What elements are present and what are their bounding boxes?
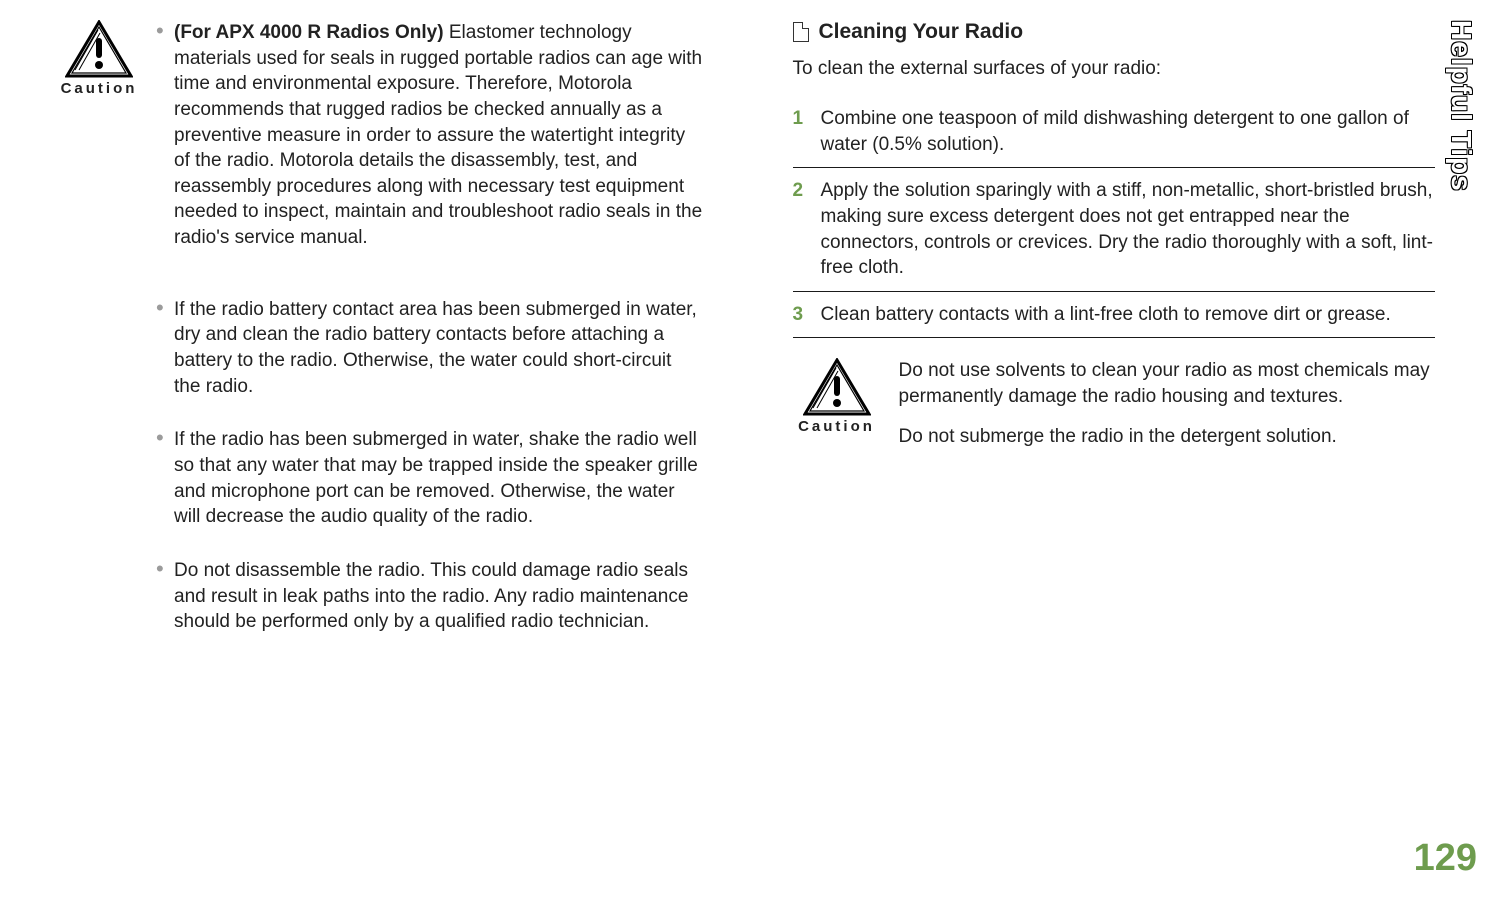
step-number: 2 [793, 178, 807, 281]
section-intro: To clean the external surfaces of your r… [793, 58, 1436, 80]
step-number: 1 [793, 106, 807, 157]
cleaning-steps: 1 Combine one teaspoon of mild dishwashi… [793, 96, 1436, 338]
step-text: Clean battery contacts with a lint-free … [821, 302, 1436, 328]
caution-paragraph: Do not submerge the radio in the deterge… [899, 424, 1436, 450]
bullet-item: Do not disassemble the radio. This could… [156, 558, 703, 635]
side-tab-label: Helpful Tips [1445, 20, 1477, 192]
bullet-text: If the radio has been submerged in water… [174, 429, 698, 527]
caution-label: Caution [798, 418, 875, 435]
right-caution-block: Caution Do not use solvents to clean you… [793, 358, 1436, 463]
bullet-item: (For APX 4000 R Radios Only) Elastomer t… [156, 20, 703, 251]
caution-icon-wrap: Caution [60, 20, 138, 97]
bullet-item: If the radio has been submerged in water… [156, 427, 703, 530]
bullet-text: Elastomer technology materials used for … [174, 22, 702, 248]
caution-paragraph: Do not use solvents to clean your radio … [899, 358, 1436, 409]
left-bullets-wrap: If the radio battery contact area has be… [156, 297, 703, 635]
bullet-list-top: (For APX 4000 R Radios Only) Elastomer t… [156, 20, 703, 251]
step-text: Apply the solution sparingly with a stif… [821, 178, 1436, 281]
step-number: 3 [793, 302, 807, 328]
section-heading: Cleaning Your Radio [793, 20, 1436, 44]
step-item: 3 Clean battery contacts with a lint-fre… [793, 292, 1436, 339]
bullet-lead: (For APX 4000 R Radios Only) [174, 22, 449, 43]
caution-triangle-icon [803, 358, 871, 416]
step-text: Combine one teaspoon of mild dishwashing… [821, 106, 1436, 157]
caution-label: Caution [61, 80, 138, 97]
two-column-layout: Caution (For APX 4000 R Radios Only) Ela… [0, 0, 1495, 663]
step-item: 2 Apply the solution sparingly with a st… [793, 168, 1436, 292]
bullet-text: If the radio battery contact area has be… [174, 299, 697, 397]
first-bullet-wrap: (For APX 4000 R Radios Only) Elastomer t… [156, 20, 703, 279]
page-root: Caution (For APX 4000 R Radios Only) Ela… [0, 0, 1495, 898]
right-column: Cleaning Your Radio To clean the externa… [793, 20, 1436, 663]
right-caution-text: Do not use solvents to clean your radio … [899, 358, 1436, 463]
left-column: Caution (For APX 4000 R Radios Only) Ela… [60, 20, 703, 663]
bullet-item: If the radio battery contact area has be… [156, 297, 703, 400]
bullet-text: Do not disassemble the radio. This could… [174, 560, 688, 632]
section-title: Cleaning Your Radio [819, 20, 1024, 44]
document-page-icon [793, 22, 809, 42]
bullet-list-rest: If the radio battery contact area has be… [156, 297, 703, 635]
left-caution-block: Caution (For APX 4000 R Radios Only) Ela… [60, 20, 703, 279]
caution-triangle-icon [65, 20, 133, 78]
step-item: 1 Combine one teaspoon of mild dishwashi… [793, 96, 1436, 168]
page-number: 129 [1414, 837, 1477, 880]
caution-icon-wrap: Caution [793, 358, 881, 435]
